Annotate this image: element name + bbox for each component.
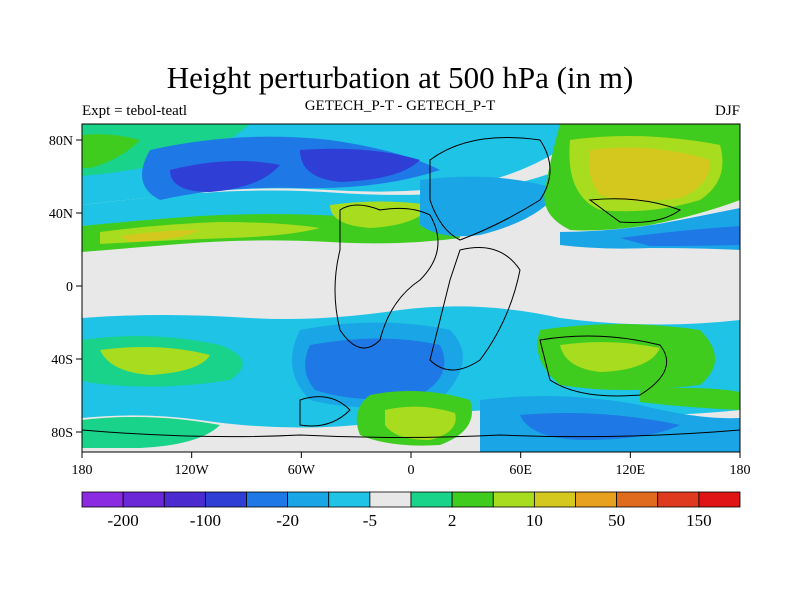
colorbar-swatch: [328, 491, 371, 508]
x-tick-label: 180: [730, 463, 751, 478]
contour-blue-eurasia: [420, 176, 560, 237]
land-outline-northern-continent: [429, 137, 551, 241]
y-tick-label: 0: [66, 280, 73, 295]
y-tick-label: 40N: [49, 207, 73, 222]
colorbar-label: 150: [686, 511, 712, 530]
colorbar-swatch: [163, 491, 206, 508]
contour-darkblue-west: [170, 161, 280, 192]
land-outline-antarctic-coast: [82, 429, 740, 438]
plot-title: Height perturbation at 500 hPa (in m): [166, 60, 634, 95]
colorbar-label: -20: [276, 511, 299, 530]
colorbar-label: 2: [448, 511, 457, 530]
colorbar-swatch: [204, 491, 247, 508]
contour-midblue-farsoutheast: [520, 412, 680, 440]
y-tick-label: 80N: [49, 134, 73, 149]
land-outlines: [82, 137, 740, 438]
y-tick-label: 40S: [51, 353, 73, 368]
colorbar-label: 50: [608, 511, 625, 530]
experiment-label: Expt = tebol-teatl: [82, 103, 188, 119]
x-tick-label: 60W: [288, 463, 316, 478]
contour-green-southeast: [640, 387, 740, 410]
colorbar-swatch: [492, 491, 535, 508]
x-tick-label: 180: [72, 463, 93, 478]
colorbar-swatch: [451, 491, 494, 508]
contour-olive-northeast: [588, 147, 711, 201]
colorbar-label: -200: [108, 511, 139, 530]
colorbar-swatch: [698, 491, 741, 508]
colorbar-swatch: [575, 491, 618, 508]
colorbar-swatch: [616, 491, 659, 508]
colorbar-label: 10: [526, 511, 543, 530]
colorbar-swatch: [122, 491, 165, 508]
x-tick-label: 120W: [175, 463, 210, 478]
colorbar-swatch: [246, 491, 289, 508]
x-tick-label: 0: [408, 463, 415, 478]
colorbar-swatch: [369, 491, 412, 508]
colorbar-swatch: [410, 491, 453, 508]
contour-midblue-southatlantic: [305, 338, 445, 399]
x-tick-label: 60E: [509, 463, 532, 478]
colorbar-label: -100: [190, 511, 221, 530]
colorbar: -200 -100 -20 -5 2 10 50 150: [81, 491, 741, 530]
y-tick-label: 80S: [51, 426, 73, 441]
land-outline-americas: [334, 204, 439, 349]
colorbar-label: -5: [363, 511, 377, 530]
contour-green-northwest: [82, 134, 140, 168]
colorbar-swatch: [657, 491, 700, 508]
colorbar-swatch: [287, 491, 330, 508]
contour-field: [82, 124, 740, 452]
land-outline-africa: [429, 247, 521, 371]
season-label: DJF: [714, 103, 740, 119]
contour-yellowgreen-southwest: [100, 346, 210, 375]
land-outline-island-south: [299, 396, 351, 427]
contour-yellowgreen-antarctic: [385, 406, 456, 440]
contour-teal-farsouth: [82, 416, 220, 448]
colorbar-swatch: [81, 491, 124, 508]
model-label: GETECH_P-T - GETECH_P-T: [304, 98, 496, 114]
colorbar-swatch: [533, 491, 576, 508]
x-tick-label: 120E: [616, 463, 646, 478]
y-axis: 80N 40N 0 40S 80S: [49, 134, 82, 441]
contour-olive-north: [120, 230, 200, 242]
contour-midblue-northeast: [620, 226, 740, 246]
x-axis: 180 120W 60W 0 60E 120E 180: [72, 452, 751, 478]
contour-yellowgreen-southindian: [560, 342, 660, 372]
contour-darkblue-central: [300, 148, 420, 182]
land-outline-southern-continent: [539, 335, 668, 397]
land-outline-island-east: [588, 198, 682, 223]
